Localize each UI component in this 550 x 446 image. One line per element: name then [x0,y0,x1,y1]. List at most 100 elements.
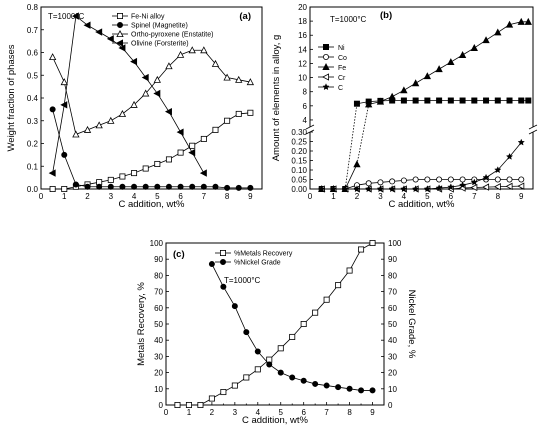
series-spinel-magnetite-point [107,183,114,190]
series-fe-upper-point [505,20,514,28]
x-tick-label: 7 [324,408,329,417]
y-tick-label: 10 [298,74,307,83]
series-fe-ni-alloy-point [49,185,56,192]
y-tick-label: 20 [298,3,307,12]
x-tick-label: 4 [256,408,261,417]
series-metals-recovery-point [323,296,330,303]
legend-marker [117,12,124,19]
series-fe-ni-alloy-point [212,126,219,133]
series-co-lower-point [459,176,466,183]
y-tick-label: 16 [298,31,307,40]
y-tick-label: 90 [154,255,163,264]
temperature-annotation: T=1000°C [330,15,367,24]
y-tick-label: 0.4 [27,94,39,103]
series-c-lower-point [447,183,455,191]
series-c-lower-point [329,185,338,193]
series-metals-recovery-point [277,345,284,352]
x-tick-label: 2 [210,408,215,417]
legend-marker [322,73,330,81]
series-ortho-pyroxene-enstatite-point [72,130,80,138]
series-metals-recovery-point [243,374,250,381]
series-metals-recovery-point [208,395,215,402]
series-metals-recovery-point [300,320,307,327]
y-tick-label: 10 [154,385,163,394]
series-nickel-grade-point [231,303,238,310]
plot-frame-upper [309,6,534,127]
x-tick-label: 8 [496,192,501,201]
series-ni-upper-point [471,97,478,104]
series-c-lower-point [376,185,385,193]
legend-marker [219,258,226,265]
series-c-lower-point [388,185,396,193]
series-ni-upper-point [412,97,419,104]
series-olivine-forsterite-point [153,89,161,98]
series-fe-upper-point [411,79,420,87]
legend-entry: Spinel (Magnetite) [131,23,188,30]
series-ortho-pyroxene-enstatite-point [118,109,127,117]
legend-entry: Cr [338,75,346,82]
x-tick-label: 0 [308,192,313,201]
series-nickel-grade-point [254,348,261,355]
series-fe-ni-alloy-point [107,176,114,183]
x-tick-label: 8 [347,408,352,417]
series-ni-upper-point [424,97,431,104]
panel-label: (a) [239,11,251,22]
series-fe-lower-line [321,164,358,190]
series-spinel-magnetite-point [72,181,79,188]
series-fe-upper-point [482,36,490,44]
series-ortho-pyroxene-enstatite-point [200,46,208,54]
x-tick-label: 4 [132,192,137,201]
legend-entry: Co [338,55,347,62]
series-co-lower-point [447,176,454,183]
series-spinel-magnetite-point [177,183,184,190]
series-metals-recovery-point [346,267,353,274]
series-fe-ni-alloy-point [165,156,172,163]
series-ortho-pyroxene-enstatite-point [211,59,220,67]
x-tick-label: 5 [155,192,160,201]
series-fe-upper-point [494,28,502,36]
series-c-lower-point [505,152,514,160]
series-nickel-grade-point [369,387,376,394]
panel-b: 0 1 2 3 4 5 6 7 8 94681012141618200.000.050.100.1… [271,3,538,210]
series-ortho-pyroxene-enstatite-point [60,78,68,86]
y-axis-label: Metals Recovery, % [136,282,147,366]
x-axis-label: C addition, wt% [118,199,185,210]
y-right-tick-label: 20 [388,369,397,378]
series-spinel-magnetite-line [52,109,251,189]
y-right-tick-label: 70 [388,288,397,297]
series-co-lower-point [365,180,372,187]
x-tick-label: 3 [233,408,238,417]
series-olivine-forsterite-point [106,35,114,43]
legend-entry: Fe-Ni alloy [131,14,165,21]
series-fe-upper-point [447,58,455,66]
series-olivine-forsterite-point [118,44,126,52]
y-right-tick-label: 40 [388,336,397,345]
legend-entry: C [338,85,343,92]
y-tick-label: 0.3 [27,117,39,126]
series-nickel-grade-point [220,283,227,290]
series-fe-upper-point [388,92,396,100]
series-ni-upper-point [353,100,360,107]
series-metals-recovery-point [220,389,227,396]
y-tick-label: 6 [303,102,308,111]
series-fe-ni-alloy-point [247,109,254,116]
series-ortho-pyroxene-enstatite-point [246,78,255,86]
y-tick-label: 0.30 [291,128,307,137]
series-olivine-forsterite-point [130,57,138,66]
legend-entry: Fe [338,65,346,72]
series-metals-recovery-point [231,382,238,389]
series-metals-recovery-point [266,356,273,363]
series-ortho-pyroxene-enstatite-point [48,53,57,61]
series-metals-recovery-point [312,309,319,316]
series-nickel-grade-point [266,361,273,368]
series-fe-upper-point [376,97,385,105]
panel-label: (c) [173,249,185,260]
legend-marker [322,83,330,91]
series-metals-recovery-point [197,401,204,408]
series-c-lower-point [400,185,408,193]
series-fe-upper-point [423,72,432,80]
series-olivine-forsterite-point [141,73,149,82]
series-metals-recovery-point [174,401,181,408]
series-co-lower-point [506,176,513,183]
